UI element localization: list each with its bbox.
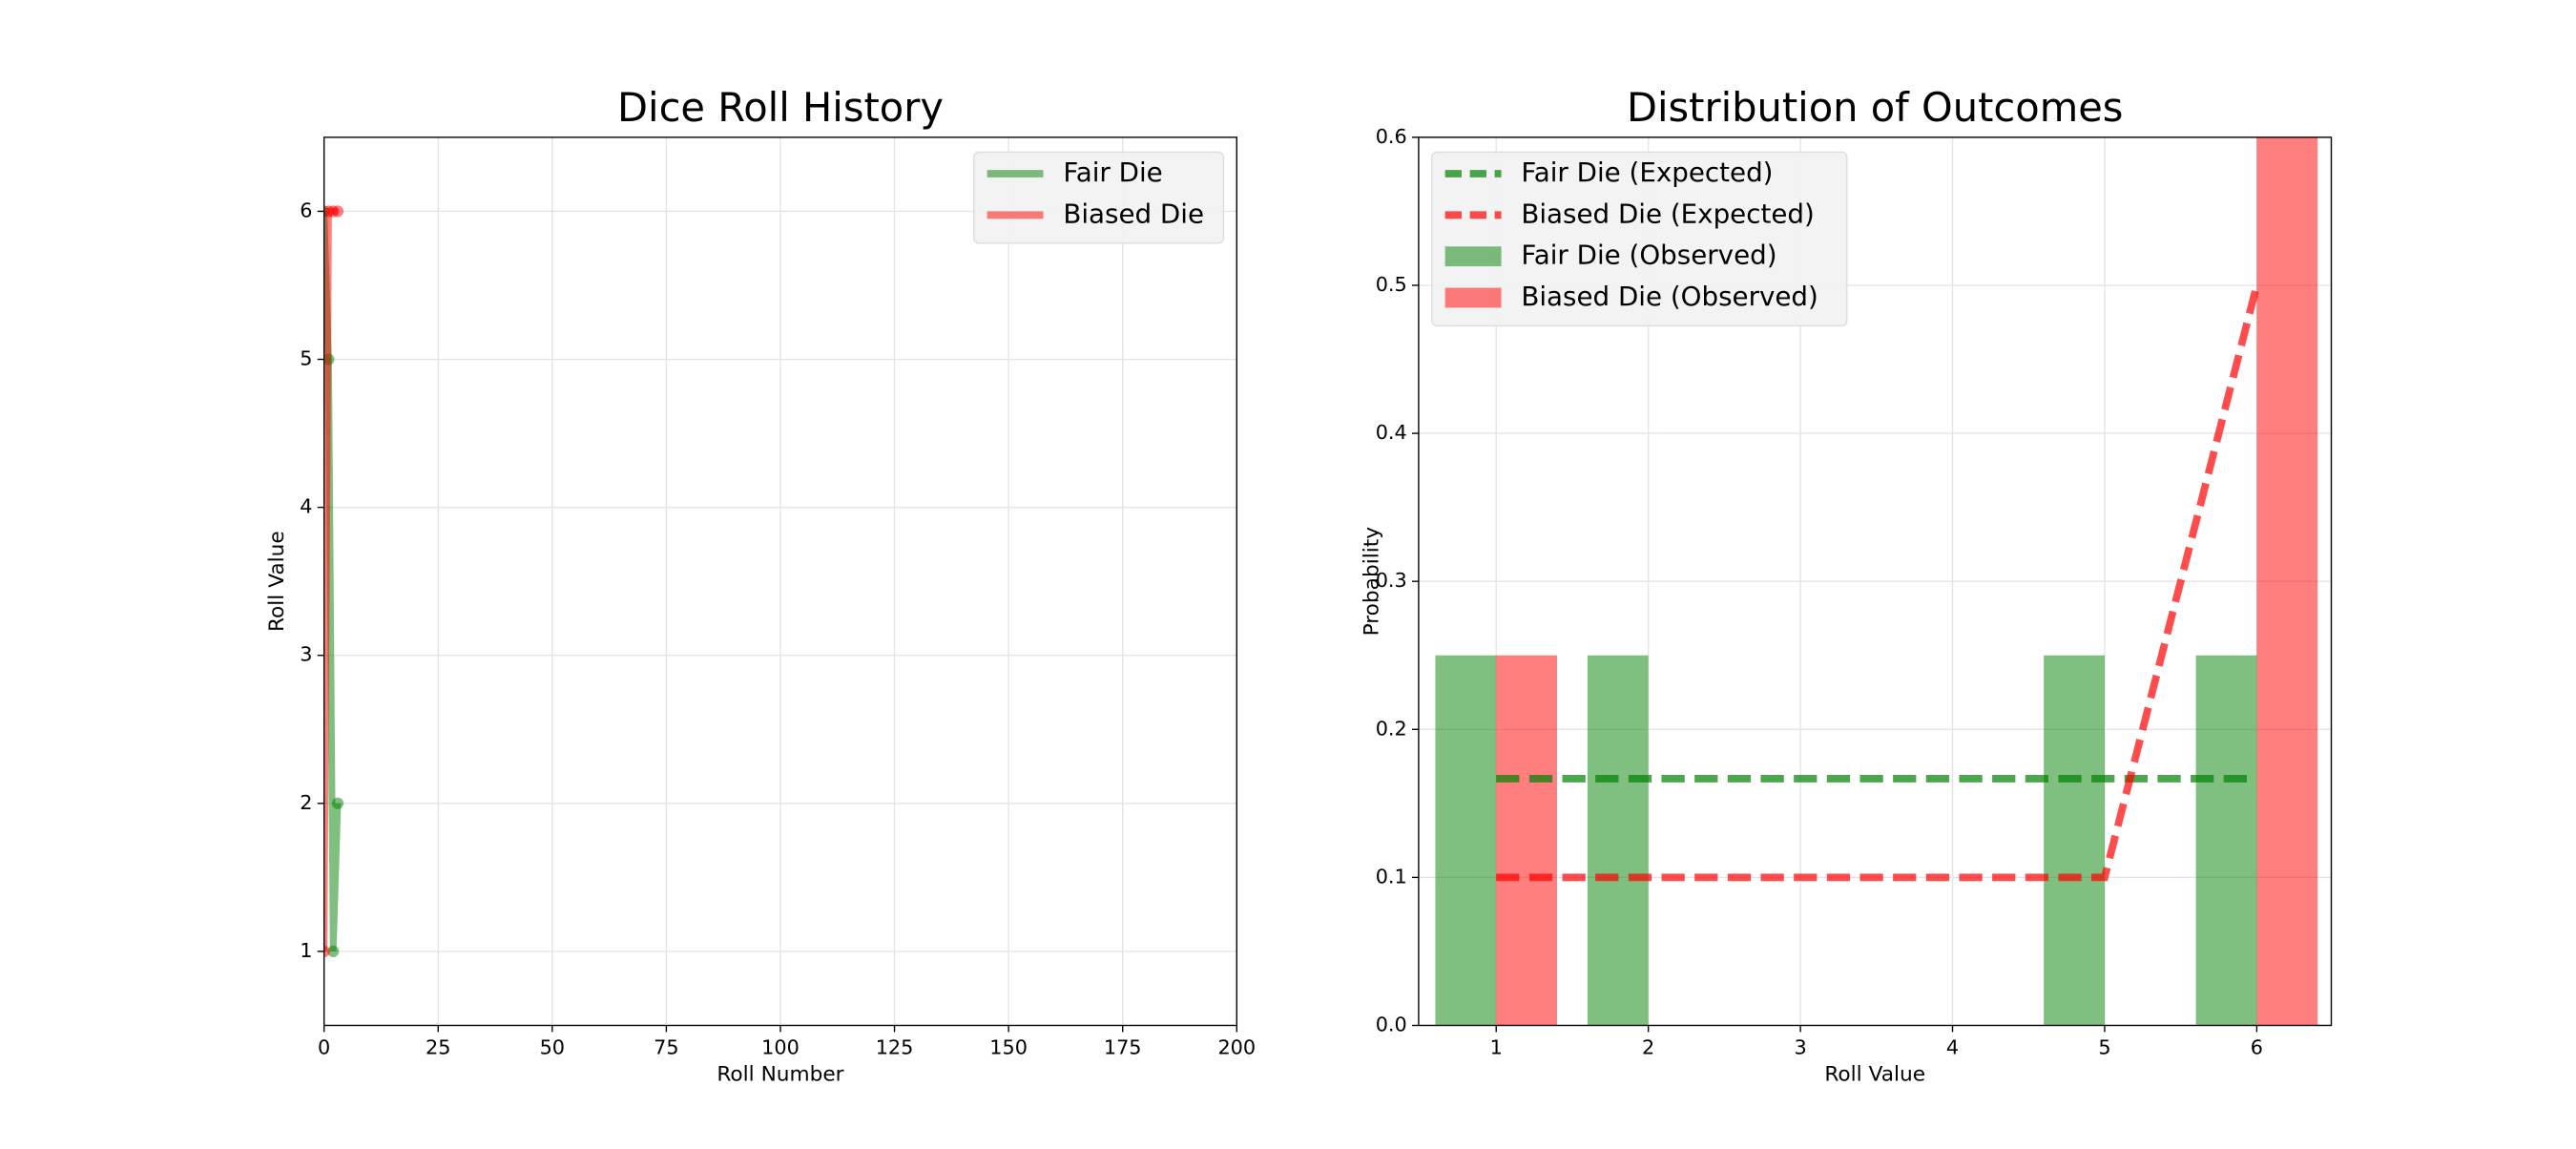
legend-swatch [1444, 246, 1502, 267]
legend-label: Fair Die (Expected) [1521, 157, 1773, 188]
x-tick-label: 0 [318, 1036, 330, 1059]
legend-label: Biased Die (Observed) [1521, 281, 1818, 312]
point [323, 945, 330, 958]
point [331, 205, 344, 218]
y-tick-label: 3 [300, 643, 312, 666]
x-axis-label: Roll Number [717, 1062, 843, 1086]
y-tick-label: 0.3 [1376, 569, 1407, 592]
y-tick-label: 6 [300, 198, 312, 221]
y-axis-label: Roll Value [265, 531, 289, 632]
x-tick-label: 3 [1794, 1036, 1806, 1059]
legend-label: Biased Die (Expected) [1521, 198, 1814, 229]
legend-label: Fair Die [1063, 157, 1162, 188]
legend-box [1431, 151, 1848, 327]
y-tick-label: 0.2 [1376, 717, 1407, 740]
bar [2256, 136, 2318, 1026]
chart-title: Distribution of Outcomes [1627, 84, 2124, 131]
x-tick-label: 150 [989, 1036, 1028, 1059]
y-tick-label: 0.6 [1376, 125, 1407, 148]
y-tick-label: 4 [300, 495, 312, 518]
point [327, 945, 340, 958]
x-tick-label: 50 [540, 1036, 565, 1059]
bar [2195, 655, 2257, 1026]
x-tick-label: 5 [2098, 1036, 2110, 1059]
bar [1587, 655, 1649, 1026]
plot-area [1435, 136, 2318, 1026]
y-tick-label: 0.1 [1376, 865, 1407, 888]
y-tick-label: 0.0 [1376, 1013, 1407, 1035]
x-tick-label: 6 [2251, 1036, 2263, 1059]
x-tick-label: 2 [1642, 1036, 1654, 1059]
x-tick-label: 75 [654, 1036, 678, 1059]
bar [1496, 655, 1557, 1026]
legend-swatch [1444, 287, 1502, 308]
y-tick-label: 5 [300, 347, 312, 370]
y-tick-label: 2 [300, 791, 312, 814]
point [331, 797, 344, 809]
x-tick-label: 100 [761, 1036, 800, 1059]
series-line [1496, 284, 2261, 882]
x-tick-label: 4 [1946, 1036, 1959, 1059]
x-axis-label: Roll Value [1824, 1062, 1925, 1086]
y-tick-label: 1 [300, 939, 312, 962]
panel: 1 2 3 4 5 6 0.0 0.1 0.2 0.3 0.4 0.5 0.6 Distribution … [1360, 84, 2333, 1086]
axes-frame [1418, 136, 2333, 1027]
plot-area [323, 205, 344, 958]
legend-label: Fair Die (Observed) [1521, 240, 1776, 271]
panel: 0 25 50 75 100 125 150 175 200 1 2 3 4 5 6 Dice Roll Hi… [265, 84, 1256, 1086]
legend-label: Biased Die [1063, 198, 1204, 229]
bar [1435, 655, 1497, 1026]
y-tick-label: 0.4 [1376, 421, 1407, 444]
chart-title: Dice Roll History [617, 84, 944, 131]
x-tick-label: 125 [876, 1036, 914, 1059]
bar [2044, 655, 2105, 1026]
y-axis-label: Probability [1360, 527, 1383, 637]
y-tick-label: 0.5 [1376, 273, 1407, 296]
axes-frame [322, 136, 1237, 1027]
x-tick-label: 200 [1217, 1036, 1256, 1059]
x-tick-label: 25 [426, 1036, 450, 1059]
x-tick-label: 1 [1490, 1036, 1503, 1059]
x-tick-label: 175 [1104, 1036, 1142, 1059]
